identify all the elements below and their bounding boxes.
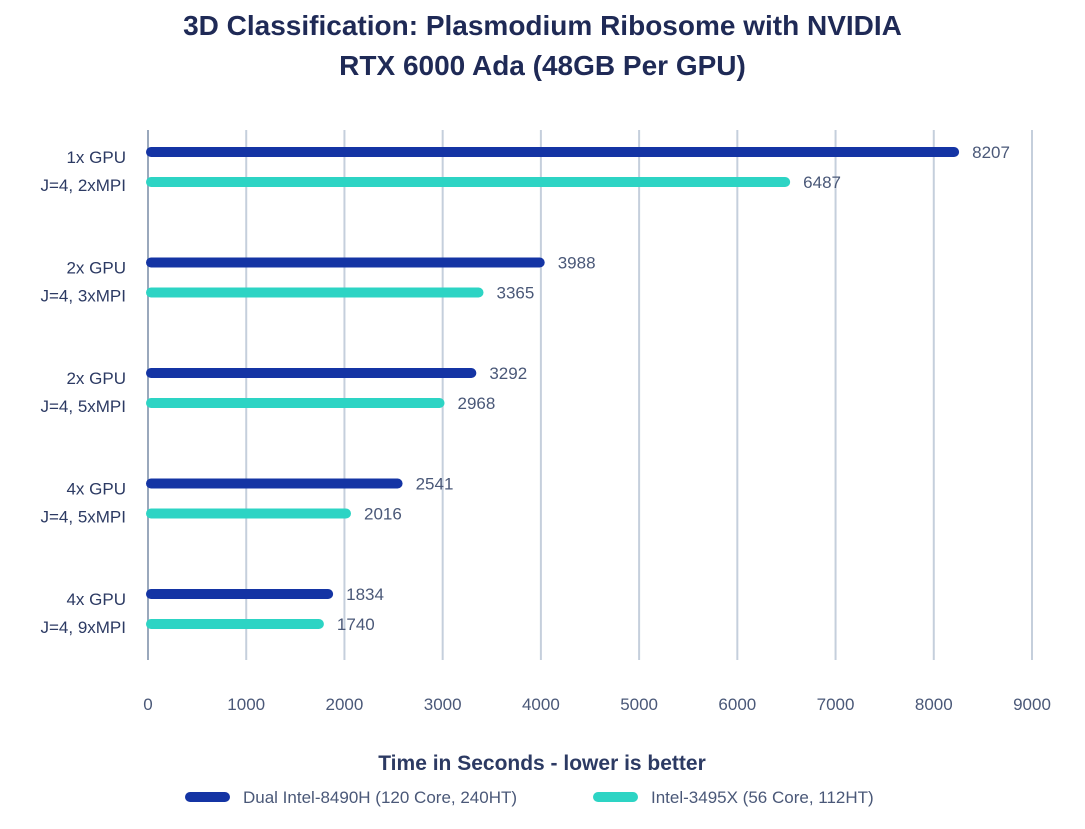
bars [146,147,960,629]
category-label-line: J=4, 5xMPI [40,508,126,527]
chart-title-line-1: 3D Classification: Plasmodium Ribosome w… [183,10,902,41]
category-label: 2x GPU J=4, 5xMPI [40,369,126,416]
chart-title-line-2: RTX 6000 Ada (48GB Per GPU) [339,50,746,81]
x-tick-labels: 0 1000 2000 3000 4000 5000 6000 7000 8000 9000 [143,695,1051,714]
category-label-line: J=4, 9xMPI [40,618,126,637]
x-tick-label: 3000 [424,695,462,714]
category-label-line: 4x GPU [66,480,126,499]
x-tick-label: 1000 [227,695,265,714]
category-label: 4x GPU J=4, 5xMPI [40,480,126,527]
x-tick-label: 5000 [620,695,658,714]
category-label-line: J=4, 3xMPI [40,287,126,306]
x-tick-label: 7000 [817,695,855,714]
value-labels: 8207 6487 3988 3365 3292 2968 2541 2016 1834 1740 [337,143,1010,634]
category-label-line: J=4, 2xMPI [40,176,126,195]
data-label: 3365 [497,284,535,303]
x-tick-label: 4000 [522,695,560,714]
legend-label: Intel-3495X (56 Core, 112HT) [651,788,874,807]
x-tick-label: 6000 [718,695,756,714]
category-label-line: 2x GPU [66,369,126,388]
category-label-line: J=4, 5xMPI [40,397,126,416]
data-label: 1834 [346,585,384,604]
x-tick-label: 8000 [915,695,953,714]
data-label: 3988 [558,254,596,273]
category-label: 1x GPU J=4, 2xMPI [40,148,126,195]
legend-label: Dual Intel-8490H (120 Core, 240HT) [243,788,517,807]
data-label: 2968 [458,394,496,413]
category-label-line: 1x GPU [66,148,126,167]
data-label: 1740 [337,615,375,634]
category-label-line: 4x GPU [66,590,126,609]
data-label: 8207 [972,143,1010,162]
data-label: 3292 [489,364,527,383]
category-labels: 1x GPU J=4, 2xMPI 2x GPU J=4, 3xMPI 2x GPU J=… [40,148,126,637]
gridlines [147,130,1033,660]
data-label: 2016 [364,505,402,524]
chart-title: 3D Classification: Plasmodium Ribosome w… [0,6,1085,86]
data-label: 2541 [416,475,454,494]
x-tick-label: 0 [143,695,152,714]
legend: Dual Intel-8490H (120 Core, 240HT) Intel-… [185,788,874,807]
category-label: 2x GPU J=4, 3xMPI [40,259,126,306]
category-label-line: 2x GPU [66,259,126,278]
x-tick-label: 9000 [1013,695,1051,714]
category-label: 4x GPU J=4, 9xMPI [40,590,126,637]
data-label: 6487 [803,173,841,192]
x-tick-label: 2000 [326,695,364,714]
x-axis-label: Time in Seconds - lower is better [378,752,706,775]
